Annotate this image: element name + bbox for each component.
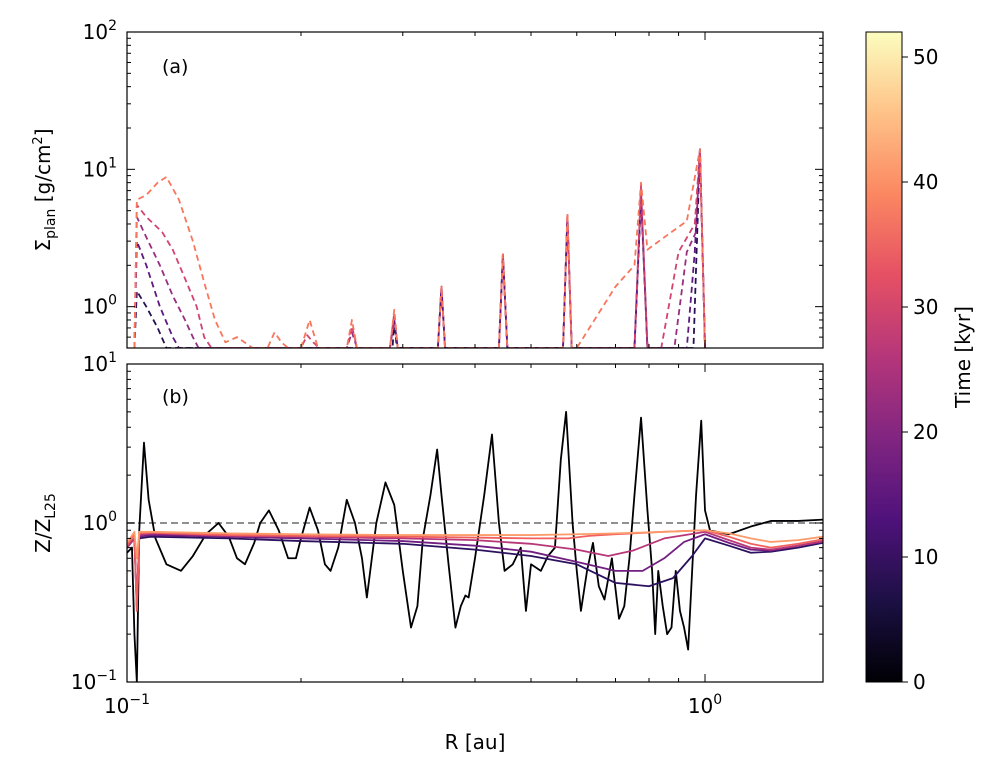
colorbar-gradient xyxy=(865,31,903,683)
colorbar-tick-label: 40 xyxy=(913,170,938,194)
x-tick-label: 10−1 xyxy=(104,692,150,718)
panel-a-ylabel: Σplan [g/cm2] xyxy=(31,128,59,251)
x-tick-label: 100 xyxy=(688,692,722,718)
series-line-b xyxy=(127,529,823,560)
panel-b-ylabel: Z/ZL25 xyxy=(31,493,59,553)
panel-a-frame xyxy=(126,31,824,349)
colorbar-tick-label: 30 xyxy=(913,295,938,319)
series-line-b xyxy=(127,410,823,682)
colorbar-ticks: 0 10 20 30 40 50 xyxy=(902,45,938,694)
colorbar-tick-label: 0 xyxy=(913,670,926,694)
y-tick-label-a: 101 xyxy=(83,155,117,181)
panel-a-series xyxy=(133,148,706,348)
y-tick-label-b: 101 xyxy=(83,350,117,376)
y-tick-label-b: 100 xyxy=(83,509,117,535)
colorbar: 0 10 20 30 40 50 Time [kyr] xyxy=(865,31,975,694)
panel-b: 10−1 100 101 (b) Z/ZL25 xyxy=(31,350,824,694)
series-line-b xyxy=(127,535,823,608)
panel-a: 100 101 102 (a) Σplan [g/cm2] xyxy=(31,18,824,349)
series-line-a xyxy=(133,148,706,348)
panel-b-ticks: 10−1 100 101 xyxy=(71,350,823,694)
panel-b-series xyxy=(127,410,823,682)
series-line-a xyxy=(133,148,706,348)
panel-a-label: (a) xyxy=(162,56,188,78)
series-line-a xyxy=(133,148,706,348)
panel-a-ticks: 100 101 102 xyxy=(83,18,823,349)
series-line-b xyxy=(127,533,823,608)
x-axis-ticks: 10−1 100 xyxy=(104,692,722,718)
series-line-b xyxy=(127,529,823,612)
y-tick-label-a: 100 xyxy=(83,293,117,319)
colorbar-tick-label: 20 xyxy=(913,420,938,444)
series-line-a xyxy=(133,148,706,348)
series-line-a xyxy=(133,148,706,348)
panel-b-label: (b) xyxy=(162,386,189,408)
y-tick-label-a: 102 xyxy=(83,18,117,44)
y-tick-label-b: 10−1 xyxy=(71,668,117,694)
series-line-b xyxy=(127,530,823,612)
colorbar-tick-label: 50 xyxy=(913,45,938,69)
colorbar-tick-label: 10 xyxy=(913,545,938,569)
x-axis-label: R [au] xyxy=(445,730,506,754)
colorbar-label: Time [kyr] xyxy=(951,306,975,409)
